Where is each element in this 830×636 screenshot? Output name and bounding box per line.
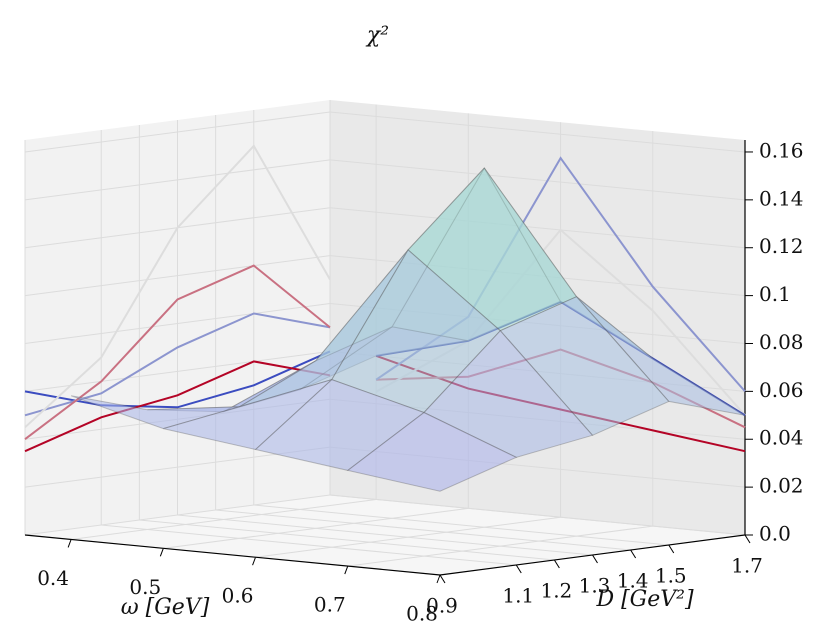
x-tick	[344, 565, 349, 575]
wall-line	[24, 264, 331, 440]
x-tick-label: 0.8	[406, 602, 438, 626]
y-tick	[439, 574, 446, 584]
z-tick-label: 0.1	[759, 282, 791, 306]
grid-line	[139, 519, 555, 561]
y-tick-label: 1.1	[502, 584, 534, 608]
x-tick	[159, 548, 164, 557]
grid-line	[253, 504, 669, 546]
grid-line	[329, 159, 746, 201]
x-tick-label: 0.4	[37, 566, 69, 590]
surface-face	[346, 411, 518, 492]
y-tick-label: 1.3	[579, 574, 611, 598]
z-tick-label: 0.16	[759, 138, 804, 162]
y-tick	[630, 549, 637, 559]
y-tick-label: 1.4	[617, 569, 649, 593]
z-tick-label: 0.0	[759, 522, 791, 546]
grid-line	[329, 111, 746, 153]
x-tick-label: 0.6	[222, 584, 254, 608]
x-axis-label: ω [GeV]	[121, 595, 210, 620]
z-tick-label: 0.14	[759, 186, 804, 210]
grid-line	[101, 524, 517, 566]
y-tick	[744, 534, 751, 544]
z-tick-label: 0.06	[759, 378, 804, 402]
surface-face	[499, 296, 670, 436]
chart-title: χ²	[365, 23, 389, 48]
wall-line	[24, 144, 331, 429]
y-axis-label: D [GeV²]	[595, 587, 694, 612]
grid-line	[215, 509, 631, 551]
y-tick-label: 0.9	[426, 594, 458, 618]
y-tick	[515, 564, 522, 574]
grid-line	[329, 494, 746, 536]
grid-line	[329, 207, 746, 249]
x-tick	[436, 574, 441, 584]
y-tick-label: 1.7	[731, 554, 763, 578]
y-tick	[592, 554, 598, 564]
y-tick-label: 1.5	[655, 564, 687, 588]
z-tick-label: 0.02	[759, 474, 804, 498]
y-tick	[553, 559, 560, 569]
x-tick-label: 0.7	[314, 593, 346, 617]
z-tick-label: 0.08	[759, 330, 804, 354]
z-tick-label: 0.04	[759, 426, 804, 450]
y-tick	[668, 544, 675, 554]
wall-line	[24, 360, 331, 453]
y-tick-label: 1.2	[540, 579, 572, 603]
axis-line	[24, 140, 746, 576]
x-tick	[67, 539, 72, 548]
z-tick-label: 0.12	[759, 234, 804, 258]
x-tick-label: 0.5	[129, 575, 161, 599]
x-tick	[252, 557, 257, 566]
grid-line	[177, 514, 593, 556]
